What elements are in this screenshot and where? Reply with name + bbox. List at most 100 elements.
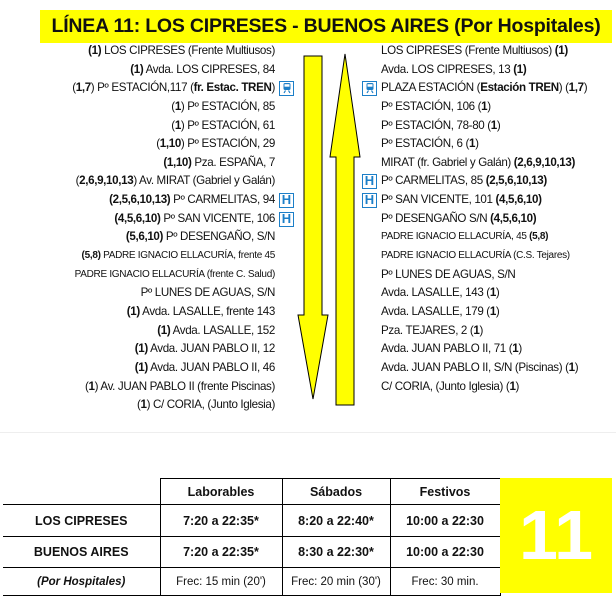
stop-text: Avda. JUAN PABLO II, 12 bbox=[147, 342, 275, 356]
stop-item: (1) Avda. JUAN PABLO II, 46 bbox=[72, 359, 276, 378]
stop-text: 1,7 bbox=[75, 81, 91, 95]
stop-item: MIRAT (fr. Gabriel y Galán) (2,6,9,10,13… bbox=[381, 154, 587, 173]
stop-item: (1) Pº ESTACIÓN, 85 bbox=[72, 98, 275, 117]
stop-text: ) bbox=[574, 360, 579, 374]
stop-item: (4,5,6,10) Pº SAN VICENTE, 106 H bbox=[72, 210, 294, 229]
inbound-stop-list: LOS CIPRESES (Frente Multiusos) (1) Avda.… bbox=[362, 42, 588, 397]
stop-text: 1 bbox=[489, 286, 496, 300]
stop-item: PADRE IGNACIO ELLACURÍA, 45 (5,8) bbox=[381, 228, 587, 247]
stop-text: 1 bbox=[512, 342, 519, 356]
table-row: (Por Hospitales) Frec: 15 min (20') Frec… bbox=[3, 567, 501, 596]
stop-text: ) Pº ESTACIÓN, 85 bbox=[180, 99, 275, 113]
stop-text: Pº CARMELITAS, 85 bbox=[381, 174, 486, 188]
stop-text: ) bbox=[518, 342, 522, 356]
stop-text: (5,8) bbox=[81, 250, 101, 262]
stop-text: (1,10) bbox=[163, 155, 192, 169]
stop-item: (1) C/ CORIA, (Junto Iglesia) bbox=[72, 396, 275, 415]
stop-text: ) bbox=[487, 99, 491, 113]
stop-text: ( bbox=[171, 99, 175, 113]
stop-text: (1) bbox=[554, 44, 568, 57]
stop-item: (1) Pº ESTACIÓN, 61 bbox=[72, 117, 275, 136]
stop-text: 2,6,9,10,13 bbox=[79, 174, 134, 188]
stop-item: (2,5,6,10,13) Pº CARMELITAS, 94 H bbox=[72, 191, 294, 210]
stop-item: (5,8) PADRE IGNACIO ELLACURÍA, frente 45 bbox=[72, 247, 276, 266]
stop-item: Pº LUNES DE AGUAS, S/N bbox=[72, 284, 276, 303]
stop-item: Pº DESENGAÑO S/N (4,5,6,10) bbox=[381, 210, 587, 229]
stop-item: (1,7) Pº ESTACIÓN,117 (fr. Estac. TREN) bbox=[72, 79, 294, 98]
stop-item: Avda. JUAN PABLO II, S/N (Piscinas) (1) bbox=[381, 359, 587, 378]
stop-item: C/ CORIA, (Junto Iglesia) (1) bbox=[381, 378, 587, 397]
stop-text: ( bbox=[136, 398, 141, 412]
cell: Frec: 30 min. bbox=[389, 567, 501, 596]
stop-text: Avda. LASALLE, frente 143 bbox=[139, 304, 275, 318]
stop-text: MIRAT (fr. Gabriel y Galán) bbox=[381, 155, 514, 169]
stop-text: fr. Estac. TREN bbox=[193, 81, 272, 95]
stop-text: (4,5,6,10) bbox=[490, 211, 537, 225]
row-label: (Por Hospitales) bbox=[3, 567, 161, 596]
stop-text: PADRE IGNACIO ELLACURÍA (C.S. Tejares) bbox=[381, 250, 570, 262]
stop-text: 1 bbox=[490, 118, 497, 132]
stop-text: 1 bbox=[489, 304, 496, 318]
stop-text: 1 bbox=[174, 118, 181, 132]
stop-text: Pza. ESPAÑA, 7 bbox=[191, 155, 275, 169]
stop-text: (5,6,10) bbox=[125, 230, 164, 244]
line-number-badge: 11 bbox=[500, 478, 612, 593]
stop-text: ( bbox=[85, 379, 89, 393]
stop-item: Pº CARMELITAS, 85 (2,5,6,10,13) H bbox=[362, 172, 587, 191]
hospital-icon: H bbox=[362, 174, 377, 190]
stop-text: Pº DESENGAÑO S/N bbox=[381, 211, 491, 225]
row-label: BUENOS AIRES bbox=[3, 536, 161, 568]
cell: Frec: 20 min (30') bbox=[281, 567, 391, 596]
stop-text: Avda. LASALLE, 143 ( bbox=[381, 286, 490, 300]
stop-text: ) Av. MIRAT (Gabriel y Galán) bbox=[133, 174, 275, 188]
stop-item: Pº ESTACIÓN, 106 (1) bbox=[381, 98, 587, 117]
stop-text: 1 bbox=[88, 379, 95, 393]
train-icon bbox=[279, 81, 294, 97]
stop-text: LOS CIPRESES (Frente Multiusos) bbox=[381, 44, 555, 57]
stop-text: ) Pº ESTACIÓN, 29 bbox=[180, 137, 275, 151]
stop-text: PADRE IGNACIO ELLACURÍA (frente C. Salud… bbox=[74, 268, 276, 280]
cell: 8:20 a 22:40* bbox=[281, 504, 391, 537]
divider bbox=[0, 432, 616, 433]
stop-text: 1 bbox=[473, 323, 480, 337]
stop-item: PADRE IGNACIO ELLACURÍA (C.S. Tejares) bbox=[381, 247, 587, 266]
stop-item: LOS CIPRESES (Frente Multiusos) (1) bbox=[381, 42, 587, 61]
stop-text: PADRE IGNACIO ELLACURÍA, 45 bbox=[381, 231, 530, 243]
stop-text: ) ( bbox=[558, 81, 569, 95]
stop-item: Pza. TEJARES, 2 (1) bbox=[381, 322, 587, 341]
stop-text: Pº ESTACIÓN, 78-80 ( bbox=[381, 118, 491, 132]
stop-text: 1,10 bbox=[159, 137, 182, 151]
stop-text: ) bbox=[271, 81, 275, 95]
stop-item: (1) Avda. JUAN PABLO II, 12 bbox=[72, 340, 276, 359]
stop-text: 1 bbox=[174, 99, 181, 113]
stop-item: (1) Avda. LOS CIPRESES, 84 bbox=[72, 61, 275, 80]
up-arrow-icon bbox=[329, 53, 361, 406]
stop-item: (1,10) Pza. ESPAÑA, 7 bbox=[72, 154, 275, 173]
stop-text: ) bbox=[479, 323, 484, 337]
stop-text: (1) bbox=[126, 304, 140, 318]
stop-text: LOS CIPRESES (Frente Multiusos) bbox=[101, 44, 275, 57]
outbound-stop-list: (1) LOS CIPRESES (Frente Multiusos) (1) A… bbox=[72, 42, 294, 415]
stop-item: (1,10) Pº ESTACIÓN, 29 bbox=[72, 135, 275, 154]
header-cell: Laborables bbox=[159, 478, 283, 505]
stop-text: (4,5,6,10) bbox=[114, 211, 161, 225]
stop-item: PADRE IGNACIO ELLACURÍA (frente C. Salud… bbox=[72, 266, 276, 285]
stop-text: 1 bbox=[468, 137, 476, 151]
stop-item: Avda. LOS CIPRESES, 13 (1) bbox=[381, 61, 587, 80]
stop-text: Avda. LASALLE, 152 bbox=[170, 323, 276, 337]
cell: 7:20 a 22:35* bbox=[159, 504, 283, 537]
header-cell bbox=[3, 478, 161, 505]
stop-text: PLAZA ESTACIÓN ( bbox=[381, 81, 481, 95]
hospital-icon: H bbox=[362, 193, 377, 209]
stop-item: (1) Avda. LASALLE, frente 143 bbox=[72, 303, 276, 322]
table-row: BUENOS AIRES 7:20 a 22:35* 8:30 a 22:30*… bbox=[3, 536, 501, 568]
stop-text: ) bbox=[495, 304, 500, 318]
stop-item: Pº LUNES DE AGUAS, S/N bbox=[381, 266, 587, 285]
stop-item: Pº ESTACIÓN, 6 (1) bbox=[381, 135, 587, 154]
stop-item: (1) LOS CIPRESES (Frente Multiusos) bbox=[72, 42, 275, 61]
stop-text: Avda. JUAN PABLO II, 46 bbox=[147, 360, 275, 374]
stop-text: Pº ESTACIÓN, 6 ( bbox=[381, 137, 469, 151]
stop-item: Pº SAN VICENTE, 101 (4,5,6,10) H bbox=[362, 191, 587, 210]
stop-item: Pº ESTACIÓN, 78-80 (1) bbox=[381, 117, 587, 136]
table-header-row: Laborables Sábados Festivos bbox=[3, 478, 501, 505]
